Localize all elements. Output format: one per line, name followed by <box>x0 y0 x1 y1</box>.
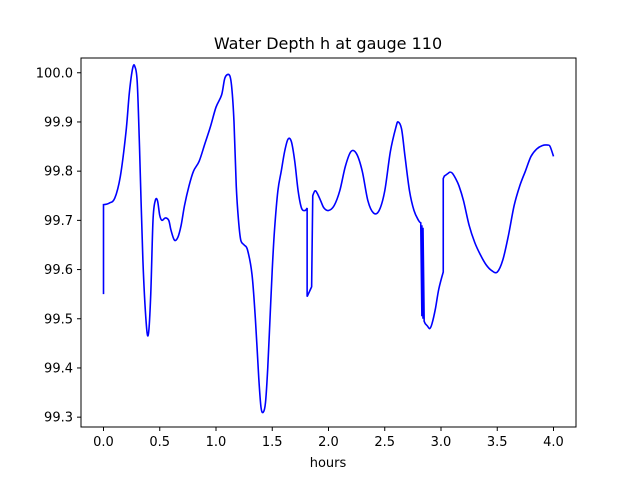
x-axis: 0.0 0.5 1.0 1.5 2.0 2.5 3.0 3.5 4.0 <box>93 427 564 450</box>
y-tick-label: 99.7 <box>44 214 73 229</box>
y-tick-label: 99.3 <box>44 411 73 426</box>
plot-area <box>80 57 577 428</box>
y-tick-label: 99.9 <box>44 115 73 130</box>
x-tick-label: 2.0 <box>318 435 339 450</box>
x-tick-label: 3.0 <box>431 435 452 450</box>
x-axis-label: hours <box>310 456 347 471</box>
y-tick-label: 99.8 <box>44 165 73 180</box>
x-tick-label: 2.5 <box>374 435 395 450</box>
x-tick-label: 1.5 <box>262 435 283 450</box>
y-axis: 99.3 99.4 99.5 99.6 99.7 99.8 99.9 100.0 <box>36 66 81 426</box>
x-tick-label: 0.5 <box>149 435 170 450</box>
y-tick-label: 99.5 <box>44 312 73 327</box>
water-depth-line <box>102 64 555 414</box>
x-tick-label: 1.0 <box>206 435 227 450</box>
chart-title: Water Depth h at gauge 110 <box>214 34 442 53</box>
y-tick-label: 99.4 <box>44 361 73 376</box>
y-tick-label: 100.0 <box>36 66 73 81</box>
plot-frame <box>80 57 577 428</box>
x-tick-label: 4.0 <box>543 435 564 450</box>
y-tick-label: 99.6 <box>44 263 73 278</box>
x-tick-label: 0.0 <box>93 435 114 450</box>
x-tick-label: 3.5 <box>487 435 508 450</box>
